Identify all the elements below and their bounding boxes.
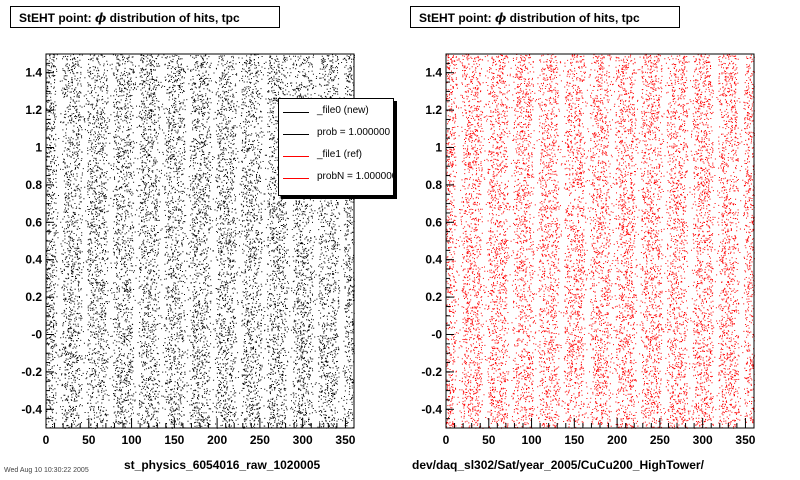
left-title-suffix: distribution of hits, tpc xyxy=(109,11,240,25)
legend-label-ref: _file1 (ref) xyxy=(317,149,363,160)
right-title-prefix: StEHT point: xyxy=(419,11,492,25)
left-ytick-label: 1 xyxy=(35,141,42,155)
left-xtick-label: 50 xyxy=(82,433,96,447)
legend-box: _file0 (new) prob = 1.000000 _file1 (ref… xyxy=(278,98,394,196)
legend-label-new: _file0 (new) xyxy=(317,105,369,116)
left-ytick-label: 0.2 xyxy=(25,290,42,304)
right-xtick-label: 100 xyxy=(522,433,542,447)
right-points xyxy=(446,54,755,429)
left-xtick-label: 150 xyxy=(164,433,184,447)
left-xtick-label: 100 xyxy=(122,433,142,447)
right-ytick-label: 0.8 xyxy=(425,178,442,192)
left-ytick-label: 0.8 xyxy=(25,178,42,192)
right-title-suffix: distribution of hits, tpc xyxy=(509,11,640,25)
legend-swatch-new xyxy=(283,112,309,113)
right-xtick-label: 300 xyxy=(693,433,713,447)
right-xtick-label: 0 xyxy=(443,433,450,447)
left-ytick-label: -0 xyxy=(31,328,42,342)
left-points xyxy=(46,54,355,429)
left-xtick-label: 200 xyxy=(207,433,227,447)
left-title-prefix: StEHT point: xyxy=(19,11,92,25)
left-ytick-label: 0.6 xyxy=(25,215,42,229)
left-ytick-label: 1.2 xyxy=(25,103,42,117)
left-ytick-label: -0.4 xyxy=(21,402,42,416)
left-xtick-label: 300 xyxy=(293,433,313,447)
legend-swatch-probn xyxy=(283,178,309,179)
right-title-phi: ϕ xyxy=(495,11,507,25)
timestamp-text: Wed Aug 10 10:30:22 2005 xyxy=(4,467,89,474)
right-ytick-label: 0.4 xyxy=(425,253,442,267)
left-chart-title: StEHT point: ϕ distribution of hits, tpc xyxy=(10,6,280,28)
left-point-cloud xyxy=(46,54,355,429)
right-xtick-label: 250 xyxy=(650,433,670,447)
right-ytick-label: 1.2 xyxy=(425,103,442,117)
right-ytick-label: 0.2 xyxy=(425,290,442,304)
right-ytick-label: 1 xyxy=(435,141,442,155)
legend-label-probn: probN = 1.000000 xyxy=(317,171,394,182)
left-ytick-label: 0.4 xyxy=(25,253,42,267)
legend-swatch-ref xyxy=(283,156,309,157)
legend-swatch-prob xyxy=(283,134,309,135)
left-ytick-label: 1.4 xyxy=(25,66,42,80)
right-xtick-label: 150 xyxy=(564,433,584,447)
right-ytick-label: 0.6 xyxy=(425,215,442,229)
right-ytick-label: -0.4 xyxy=(421,402,442,416)
left-title-phi: ϕ xyxy=(95,11,107,25)
left-xtick-label: 250 xyxy=(250,433,270,447)
left-xtick-label: 0 xyxy=(43,433,50,447)
left-footer-label: st_physics_6054016_raw_1020005 xyxy=(124,458,321,472)
right-xtick-label: 200 xyxy=(607,433,627,447)
legend-label-prob: prob = 1.000000 xyxy=(317,127,391,138)
right-ytick-label: -0.2 xyxy=(421,365,442,379)
right-xtick-label: 50 xyxy=(482,433,496,447)
left-xtick-label: 350 xyxy=(335,433,355,447)
right-footer-label: dev/daq_sl302/Sat/year_2005/CuCu200_High… xyxy=(412,458,704,472)
right-chart-title: StEHT point: ϕ distribution of hits, tpc xyxy=(410,6,680,28)
right-ytick-label: -0 xyxy=(431,328,442,342)
right-point-cloud xyxy=(446,54,755,429)
left-ytick-label: -0.2 xyxy=(21,365,42,379)
right-ytick-label: 1.4 xyxy=(425,66,442,80)
right-xtick-label: 350 xyxy=(735,433,755,447)
